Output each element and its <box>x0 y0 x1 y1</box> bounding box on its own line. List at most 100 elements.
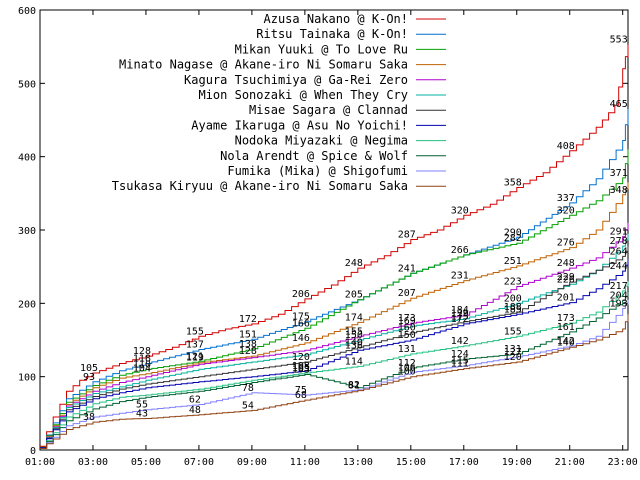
data-label: 172 <box>239 314 257 325</box>
data-label: 290 <box>504 227 522 238</box>
data-label: 155 <box>186 326 204 337</box>
data-label: 241 <box>398 263 416 274</box>
series-line-2 <box>40 109 629 448</box>
x-tick-label: 03:00 <box>78 457 108 468</box>
data-label: 553 <box>610 34 628 45</box>
data-label: 172 <box>451 314 469 325</box>
data-label: 119 <box>186 353 204 364</box>
data-label: 155 <box>504 326 522 337</box>
data-label: 205 <box>345 290 363 301</box>
series-line-3 <box>40 149 629 448</box>
data-label: 68 <box>295 390 307 401</box>
data-label: 184 <box>451 305 469 316</box>
legend-label: Minato Nagase @ Akane-iro Ni Somaru Saka <box>119 58 408 72</box>
data-label: 128 <box>239 346 257 357</box>
series-line-6 <box>40 233 629 449</box>
legend-label: Nodoka Miyazaki @ Negima <box>235 134 408 148</box>
data-label: 188 <box>504 302 522 313</box>
data-label: 121 <box>186 351 204 362</box>
data-label: 278 <box>610 236 628 247</box>
x-tick-label: 05:00 <box>131 457 161 468</box>
x-tick-label: 23:00 <box>608 457 638 468</box>
y-tick-label: 0 <box>30 446 36 457</box>
data-label: 75 <box>295 385 307 396</box>
series-line-12 <box>40 314 629 449</box>
data-label: 118 <box>133 353 151 364</box>
series-line-10 <box>40 292 629 449</box>
data-label: 103 <box>292 364 310 375</box>
legend-label: Nola Arendt @ Spice & Wolf <box>220 149 408 163</box>
series-line-1 <box>40 44 629 447</box>
data-label: 120 <box>504 352 522 363</box>
data-label: 226 <box>557 274 575 285</box>
legend-label: Tsukasa Kiryuu @ Akane-iro Ni Somaru Sak… <box>112 179 408 193</box>
data-label: 128 <box>133 346 151 357</box>
data-label: 204 <box>610 290 628 301</box>
data-label: 137 <box>186 340 204 351</box>
data-label: 138 <box>239 339 257 350</box>
legend-label: Azusa Nakano @ K-On! <box>264 12 409 26</box>
data-label: 106 <box>398 362 416 373</box>
data-label: 408 <box>557 141 575 152</box>
data-label: 112 <box>398 358 416 369</box>
data-label: 337 <box>557 193 575 204</box>
data-label: 131 <box>398 344 416 355</box>
data-label: 276 <box>557 238 575 249</box>
data-label: 140 <box>557 337 575 348</box>
y-tick-label: 200 <box>18 299 36 310</box>
data-label: 229 <box>557 272 575 283</box>
data-label: 82 <box>348 380 360 391</box>
series-line-8 <box>40 259 629 449</box>
data-label: 161 <box>557 322 575 333</box>
data-label: 169 <box>398 316 416 327</box>
y-axis: 0 100 200 300 400 500 600 <box>18 6 628 457</box>
series-line-7 <box>40 246 629 449</box>
data-label: 207 <box>398 288 416 299</box>
data-label: 131 <box>504 344 522 355</box>
data-label: 244 <box>610 261 628 272</box>
data-label: 248 <box>345 258 363 269</box>
data-label: 111 <box>451 359 469 370</box>
legend-label: Ayame Ikaruga @ Asu No Yoichi! <box>191 118 408 132</box>
data-label: 173 <box>398 313 416 324</box>
y-tick-label: 400 <box>18 153 36 164</box>
x-axis: 01:00 03:00 05:00 07:00 09:00 11:00 13:00 15:00… <box>25 10 638 468</box>
x-tick-label: 15:00 <box>396 457 426 468</box>
legend-label: Fumika (Mika) @ Shigofumi <box>227 164 408 178</box>
data-label: 320 <box>557 205 575 216</box>
data-label: 266 <box>451 245 469 256</box>
data-label: 200 <box>504 293 522 304</box>
series-line-9 <box>40 281 629 449</box>
data-label: 140 <box>345 337 363 348</box>
data-label: 43 <box>136 408 148 419</box>
data-label: 124 <box>451 349 469 360</box>
data-label: 264 <box>610 246 628 257</box>
data-label: 348 <box>610 185 628 196</box>
data-label: 142 <box>451 336 469 347</box>
data-label: 179 <box>451 309 469 320</box>
data-label: 166 <box>292 318 310 329</box>
x-tick-label: 19:00 <box>502 457 532 468</box>
legend-label: Ritsu Tainaka @ K-On! <box>256 27 408 41</box>
data-label: 217 <box>610 281 628 292</box>
data-label: 38 <box>83 412 95 423</box>
data-label: 115 <box>451 356 469 367</box>
data-label: 175 <box>451 312 469 323</box>
series-line-4 <box>40 182 629 448</box>
legend-label: Kagura Tsuchimiya @ Ga-Rei Zero <box>184 73 408 87</box>
y-tick-label: 100 <box>18 373 36 384</box>
data-label: 81 <box>348 381 360 392</box>
x-tick-label: 17:00 <box>449 457 479 468</box>
data-label: 465 <box>610 99 628 110</box>
data-label: 206 <box>292 289 310 300</box>
data-label: 108 <box>292 361 310 372</box>
x-tick-label: 01:00 <box>25 457 55 468</box>
x-tick-label: 09:00 <box>237 457 267 468</box>
x-tick-label: 07:00 <box>184 457 214 468</box>
x-tick-label: 21:00 <box>555 457 585 468</box>
data-label: 114 <box>345 356 363 367</box>
data-label: 287 <box>398 230 416 241</box>
data-label: 201 <box>557 293 575 304</box>
data-label: 282 <box>504 233 522 244</box>
